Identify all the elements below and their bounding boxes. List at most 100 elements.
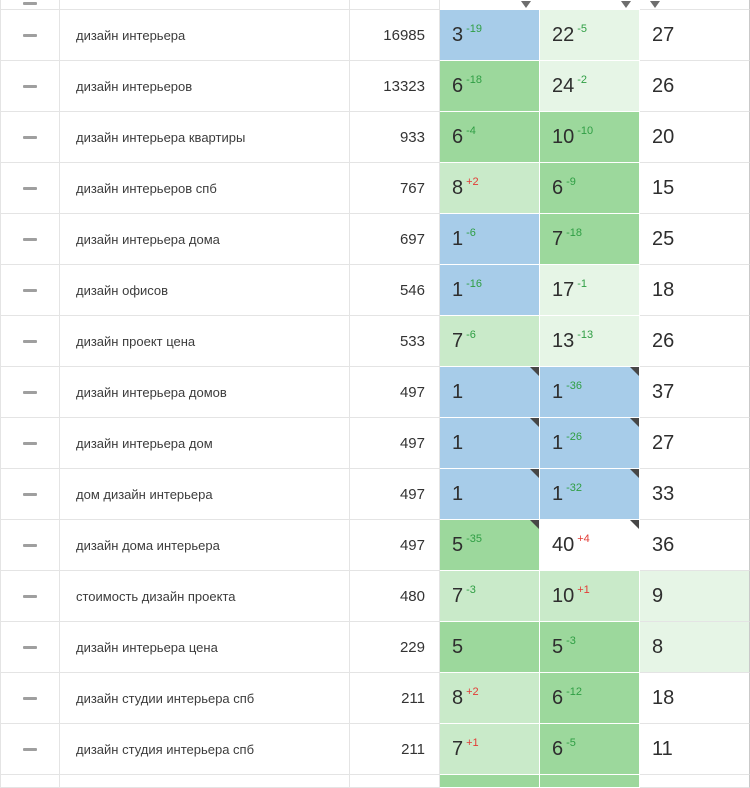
position-cell[interactable]: 1 -32 bbox=[540, 469, 640, 520]
position-cell[interactable]: 8 bbox=[640, 622, 750, 673]
keyword-cell[interactable]: дизайн интерьера квартиры bbox=[60, 112, 350, 163]
table-row: дизайн студии интерьера спб 211 8 +2 6 -… bbox=[0, 673, 750, 724]
position-cell[interactable]: 3 -19 bbox=[440, 10, 540, 61]
position-cell[interactable] bbox=[640, 775, 750, 788]
row-handle-cell[interactable] bbox=[0, 622, 60, 673]
position-cell[interactable]: 18 bbox=[640, 673, 750, 724]
keyword-cell[interactable]: дизайн интерьера домов bbox=[60, 367, 350, 418]
position-value: 40 bbox=[552, 534, 575, 556]
position-delta: -26 bbox=[566, 430, 583, 443]
position-value: 26 bbox=[652, 75, 675, 97]
position-cell[interactable]: 7 -3 bbox=[440, 571, 540, 622]
row-handle-cell[interactable] bbox=[0, 469, 60, 520]
keyword-cell[interactable]: дом дизайн интерьера bbox=[60, 469, 350, 520]
position-cell[interactable]: 33 bbox=[640, 469, 750, 520]
position-cell[interactable]: 10 -10 bbox=[540, 112, 640, 163]
position-cell[interactable]: 1 bbox=[440, 418, 540, 469]
position-cell[interactable]: 13 -13 bbox=[540, 316, 640, 367]
header-date-cell-2[interactable] bbox=[540, 0, 640, 10]
position-cell[interactable]: 8 +2 bbox=[440, 673, 540, 724]
row-handle-cell[interactable] bbox=[0, 265, 60, 316]
keyword-cell[interactable]: дизайн интерьера bbox=[60, 10, 350, 61]
position-cell[interactable]: 7 -18 bbox=[540, 214, 640, 265]
keyword-cell[interactable]: стоимость дизайн проекта bbox=[60, 571, 350, 622]
position-value: 27 bbox=[652, 24, 675, 46]
volume-cell: 211 bbox=[350, 724, 440, 775]
sort-caret-icon[interactable] bbox=[650, 1, 660, 8]
position-cell[interactable]: 5 -3 bbox=[540, 622, 640, 673]
row-handle-cell[interactable] bbox=[0, 61, 60, 112]
sort-caret-icon[interactable] bbox=[621, 1, 631, 8]
position-cell[interactable]: 1 bbox=[440, 367, 540, 418]
position-cell[interactable]: 11 bbox=[640, 724, 750, 775]
position-cell[interactable]: 9 bbox=[640, 571, 750, 622]
position-value: 7 bbox=[552, 228, 564, 250]
position-cell[interactable]: 36 bbox=[640, 520, 750, 571]
position-cell[interactable]: 6 -9 bbox=[540, 163, 640, 214]
position-cell[interactable]: 18 bbox=[640, 265, 750, 316]
position-cell[interactable]: 6 -12 bbox=[540, 673, 640, 724]
keyword-cell[interactable]: дизайн проект цена bbox=[60, 316, 350, 367]
row-handle-cell[interactable] bbox=[0, 418, 60, 469]
row-handle-cell[interactable] bbox=[0, 10, 60, 61]
header-date-cell-3[interactable] bbox=[640, 0, 750, 10]
keyword-cell[interactable]: дизайн дома интерьера bbox=[60, 520, 350, 571]
row-handle-cell[interactable] bbox=[0, 571, 60, 622]
header-select-cell[interactable] bbox=[0, 0, 60, 10]
row-handle-cell[interactable] bbox=[0, 316, 60, 367]
row-handle-cell[interactable] bbox=[0, 775, 60, 788]
dash-icon bbox=[23, 339, 37, 343]
header-volume-cell[interactable] bbox=[350, 0, 440, 10]
position-cell[interactable]: 26 bbox=[640, 316, 750, 367]
position-cell[interactable]: 7 -6 bbox=[440, 316, 540, 367]
keyword-cell[interactable]: дизайн интерьера цена bbox=[60, 622, 350, 673]
position-cell[interactable]: 27 bbox=[640, 418, 750, 469]
position-cell[interactable]: 15 bbox=[640, 163, 750, 214]
row-handle-cell[interactable] bbox=[0, 520, 60, 571]
keyword-cell[interactable]: дизайн интерьеров спб bbox=[60, 163, 350, 214]
position-cell[interactable] bbox=[440, 775, 540, 788]
position-cell[interactable]: 17 -1 bbox=[540, 265, 640, 316]
position-cell[interactable]: 5 -35 bbox=[440, 520, 540, 571]
position-cell[interactable]: 6 -18 bbox=[440, 61, 540, 112]
position-cell[interactable]: 26 bbox=[640, 61, 750, 112]
position-cell[interactable]: 8 +2 bbox=[440, 163, 540, 214]
position-cell[interactable]: 6 -4 bbox=[440, 112, 540, 163]
header-date-cell-1[interactable] bbox=[440, 0, 540, 10]
sort-caret-icon[interactable] bbox=[521, 1, 531, 8]
row-handle-cell[interactable] bbox=[0, 214, 60, 265]
position-cell[interactable]: 22 -5 bbox=[540, 10, 640, 61]
position-cell[interactable]: 1 bbox=[440, 469, 540, 520]
position-cell[interactable]: 37 bbox=[640, 367, 750, 418]
row-handle-cell[interactable] bbox=[0, 673, 60, 724]
keyword-cell[interactable] bbox=[60, 775, 350, 788]
row-handle-cell[interactable] bbox=[0, 112, 60, 163]
position-cell[interactable]: 24 -2 bbox=[540, 61, 640, 112]
position-cell[interactable]: 1 -36 bbox=[540, 367, 640, 418]
keyword-cell[interactable]: дизайн интерьеров bbox=[60, 61, 350, 112]
keyword-cell[interactable]: дизайн студия интерьера спб bbox=[60, 724, 350, 775]
keyword-cell[interactable]: дизайн интерьера дом bbox=[60, 418, 350, 469]
position-cell[interactable]: 7 +1 bbox=[440, 724, 540, 775]
keyword-cell[interactable]: дизайн офисов bbox=[60, 265, 350, 316]
keyword-cell[interactable]: дизайн студии интерьера спб bbox=[60, 673, 350, 724]
keyword-cell[interactable]: дизайн интерьера дома bbox=[60, 214, 350, 265]
row-handle-cell[interactable] bbox=[0, 367, 60, 418]
position-cell[interactable] bbox=[540, 775, 640, 788]
position-cell[interactable]: 1 -6 bbox=[440, 214, 540, 265]
position-cell[interactable]: 6 -5 bbox=[540, 724, 640, 775]
row-handle-cell[interactable] bbox=[0, 163, 60, 214]
position-value: 36 bbox=[652, 534, 675, 556]
position-cell[interactable]: 27 bbox=[640, 10, 750, 61]
position-cell[interactable]: 25 bbox=[640, 214, 750, 265]
position-cell[interactable]: 20 bbox=[640, 112, 750, 163]
row-handle-cell[interactable] bbox=[0, 724, 60, 775]
position-cell[interactable]: 1 -26 bbox=[540, 418, 640, 469]
header-keyword-cell[interactable] bbox=[60, 0, 350, 10]
position-cell[interactable]: 40 +4 bbox=[540, 520, 640, 571]
keyword-label: дизайн интерьеров спб bbox=[76, 180, 217, 196]
position-cell[interactable]: 1 -16 bbox=[440, 265, 540, 316]
position-value: 1 bbox=[552, 381, 564, 403]
position-cell[interactable]: 5 bbox=[440, 622, 540, 673]
position-cell[interactable]: 10 +1 bbox=[540, 571, 640, 622]
